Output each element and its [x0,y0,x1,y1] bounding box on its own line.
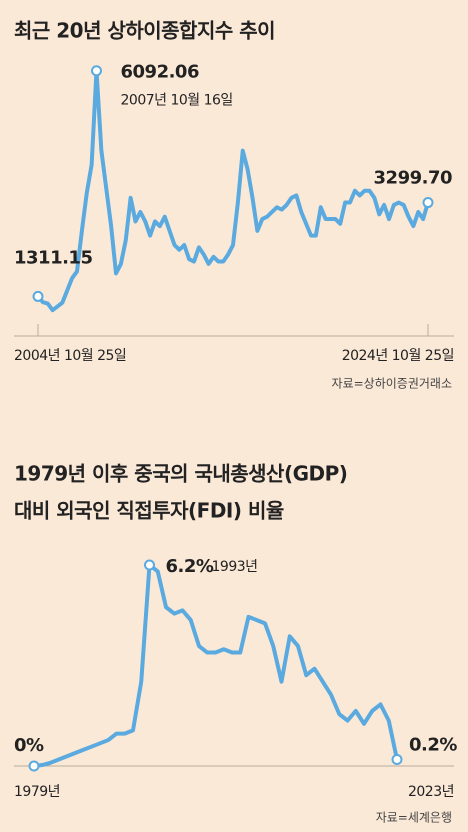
point-marker [422,197,434,209]
x-tick-label: 2004년 10월 25일 [14,348,126,364]
x-tick-label: 2023년 [408,784,454,800]
annotation: 2007년 10월 16일 [121,93,233,109]
data-line [36,68,430,313]
value-label: 0.2% [409,735,457,756]
chart-title: 대비 외국인 직접투자(FDI) 비율 [14,499,284,523]
x-tick-label: 1979년 [14,784,60,800]
chart-title: 최근 20년 상하이종합지수 추이 [14,19,275,43]
value-label: 6092.06 [121,62,199,83]
point-marker [32,290,44,302]
point-marker [144,559,155,571]
value-label: 0% [14,735,44,756]
point-marker [28,760,40,772]
source: 자료=상하이증권거래소 [332,377,452,391]
data-line [32,562,399,768]
value-label: 3299.70 [374,168,452,189]
source: 자료=세계은행 [376,810,452,825]
point-marker [391,754,403,766]
point-marker [91,65,102,77]
value-label: 6.2% [166,556,214,577]
x-tick-label: 2024년 10월 25일 [342,348,454,364]
value-label: 1311.15 [14,247,92,268]
chart-title: 1979년 이후 중국의 국내총생산(GDP) [14,462,347,486]
annotation: 1993년 [212,559,258,575]
